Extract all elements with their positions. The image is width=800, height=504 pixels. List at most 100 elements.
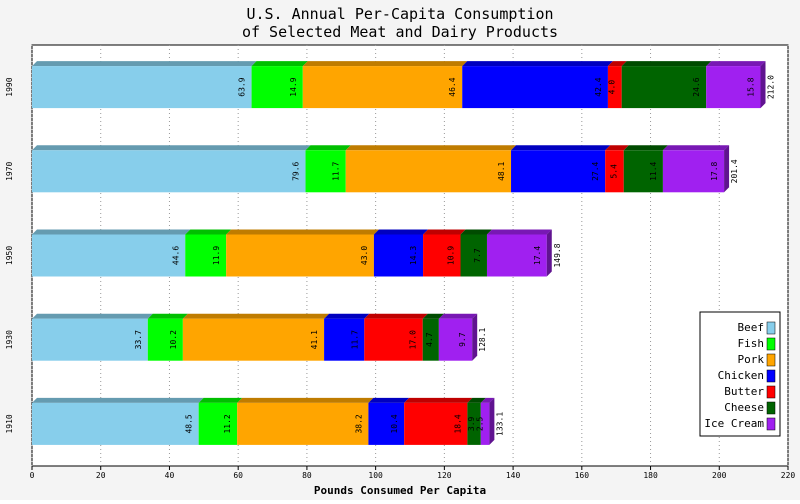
data-label: 17.4 [533,246,542,265]
bar-top [198,397,243,403]
bar [621,66,707,109]
data-label: 11.9 [212,246,221,265]
bar [422,318,439,361]
data-label: 48.5 [185,414,194,433]
bar [368,402,405,445]
bar-side [760,61,766,109]
bar-top [404,397,473,403]
bar [32,234,186,277]
bar [226,234,374,277]
data-label: 46.4 [448,77,457,96]
bar-top [32,313,153,319]
bar [423,234,461,277]
bar-top [486,229,552,235]
data-label: 15.8 [747,77,756,96]
legend-swatch [766,401,776,415]
bar [467,402,481,445]
legend-label: Butter [724,385,764,398]
bar-top [185,229,232,235]
data-label: 5.4 [610,164,619,179]
chart-title: of Selected Meat and Dairy Products [242,23,558,41]
bar [364,318,423,361]
bar-top [32,145,311,151]
x-tick-label: 0 [30,471,35,480]
data-label: 11.7 [350,330,359,349]
bar [302,66,463,109]
bar-top [438,313,478,319]
x-tick-label: 120 [437,471,452,480]
data-label: 43.0 [360,246,369,265]
bar [147,318,183,361]
bar-top [460,229,492,235]
bar [462,66,608,109]
data-label: 17.0 [409,330,418,349]
y-tick-label: 1970 [5,161,14,180]
bar-top [607,61,627,67]
bar-top [147,313,188,319]
bar [511,150,606,193]
legend-swatch [766,417,776,431]
bar [460,234,487,277]
chart-title: U.S. Annual Per-Capita Consumption [246,5,553,23]
data-label: 41.1 [310,330,319,349]
bar-top [32,229,191,235]
legend-swatch [766,369,776,383]
bar-top [237,397,374,403]
total-label: 133.1 [495,412,504,436]
data-label: 38.2 [354,414,363,433]
data-label: 4.7 [425,332,434,347]
bar [623,150,663,193]
bar-top [662,145,730,151]
data-label: 7.7 [473,248,482,263]
x-tick-label: 60 [233,471,243,480]
y-tick-label: 1930 [5,330,14,349]
x-tick-label: 20 [96,471,106,480]
bar-top [324,313,370,319]
bar-top [462,61,613,67]
bar [32,402,199,445]
bar-side [472,313,478,361]
data-label: 3.9 [467,416,476,431]
bar [324,318,365,361]
x-tick-label: 40 [165,471,175,480]
bar-top [251,61,308,67]
data-label: 9.7 [458,332,467,347]
bar-top [467,397,486,403]
bar-top [605,145,629,151]
data-label: 11.4 [649,161,658,180]
legend-label: Ice Cream [704,417,764,430]
bar-side [546,229,552,277]
y-tick-label: 1910 [5,414,14,433]
bar [605,150,624,193]
bar-top [368,397,410,403]
bar-top [621,61,712,67]
data-label: 63.9 [238,77,247,96]
bar [607,66,622,109]
legend-swatch [766,321,776,335]
bar-top [364,313,428,319]
x-tick-label: 160 [575,471,590,480]
x-tick-label: 200 [712,471,727,480]
legend-label: Beef [738,321,765,334]
data-label: 14.9 [289,77,298,96]
total-label: 212.0 [767,75,776,99]
data-label: 11.7 [332,161,341,180]
data-label: 17.8 [710,161,719,180]
legend-swatch [766,353,776,367]
data-label: 4.0 [608,80,617,95]
bar-top [623,145,668,151]
bar [198,402,238,445]
bar-top [182,313,330,319]
bar-top [423,229,466,235]
total-label: 149.8 [553,243,562,267]
bar-top [422,313,444,319]
data-label: 11.2 [223,414,232,433]
x-axis-label: Pounds Consumed Per Capita [314,484,486,497]
x-tick-label: 180 [643,471,658,480]
bar [404,402,468,445]
data-label: 14.3 [409,246,418,265]
y-tick-label: 1950 [5,246,14,265]
bar [32,150,306,193]
data-label: 44.6 [171,246,180,265]
x-tick-label: 220 [781,471,796,480]
